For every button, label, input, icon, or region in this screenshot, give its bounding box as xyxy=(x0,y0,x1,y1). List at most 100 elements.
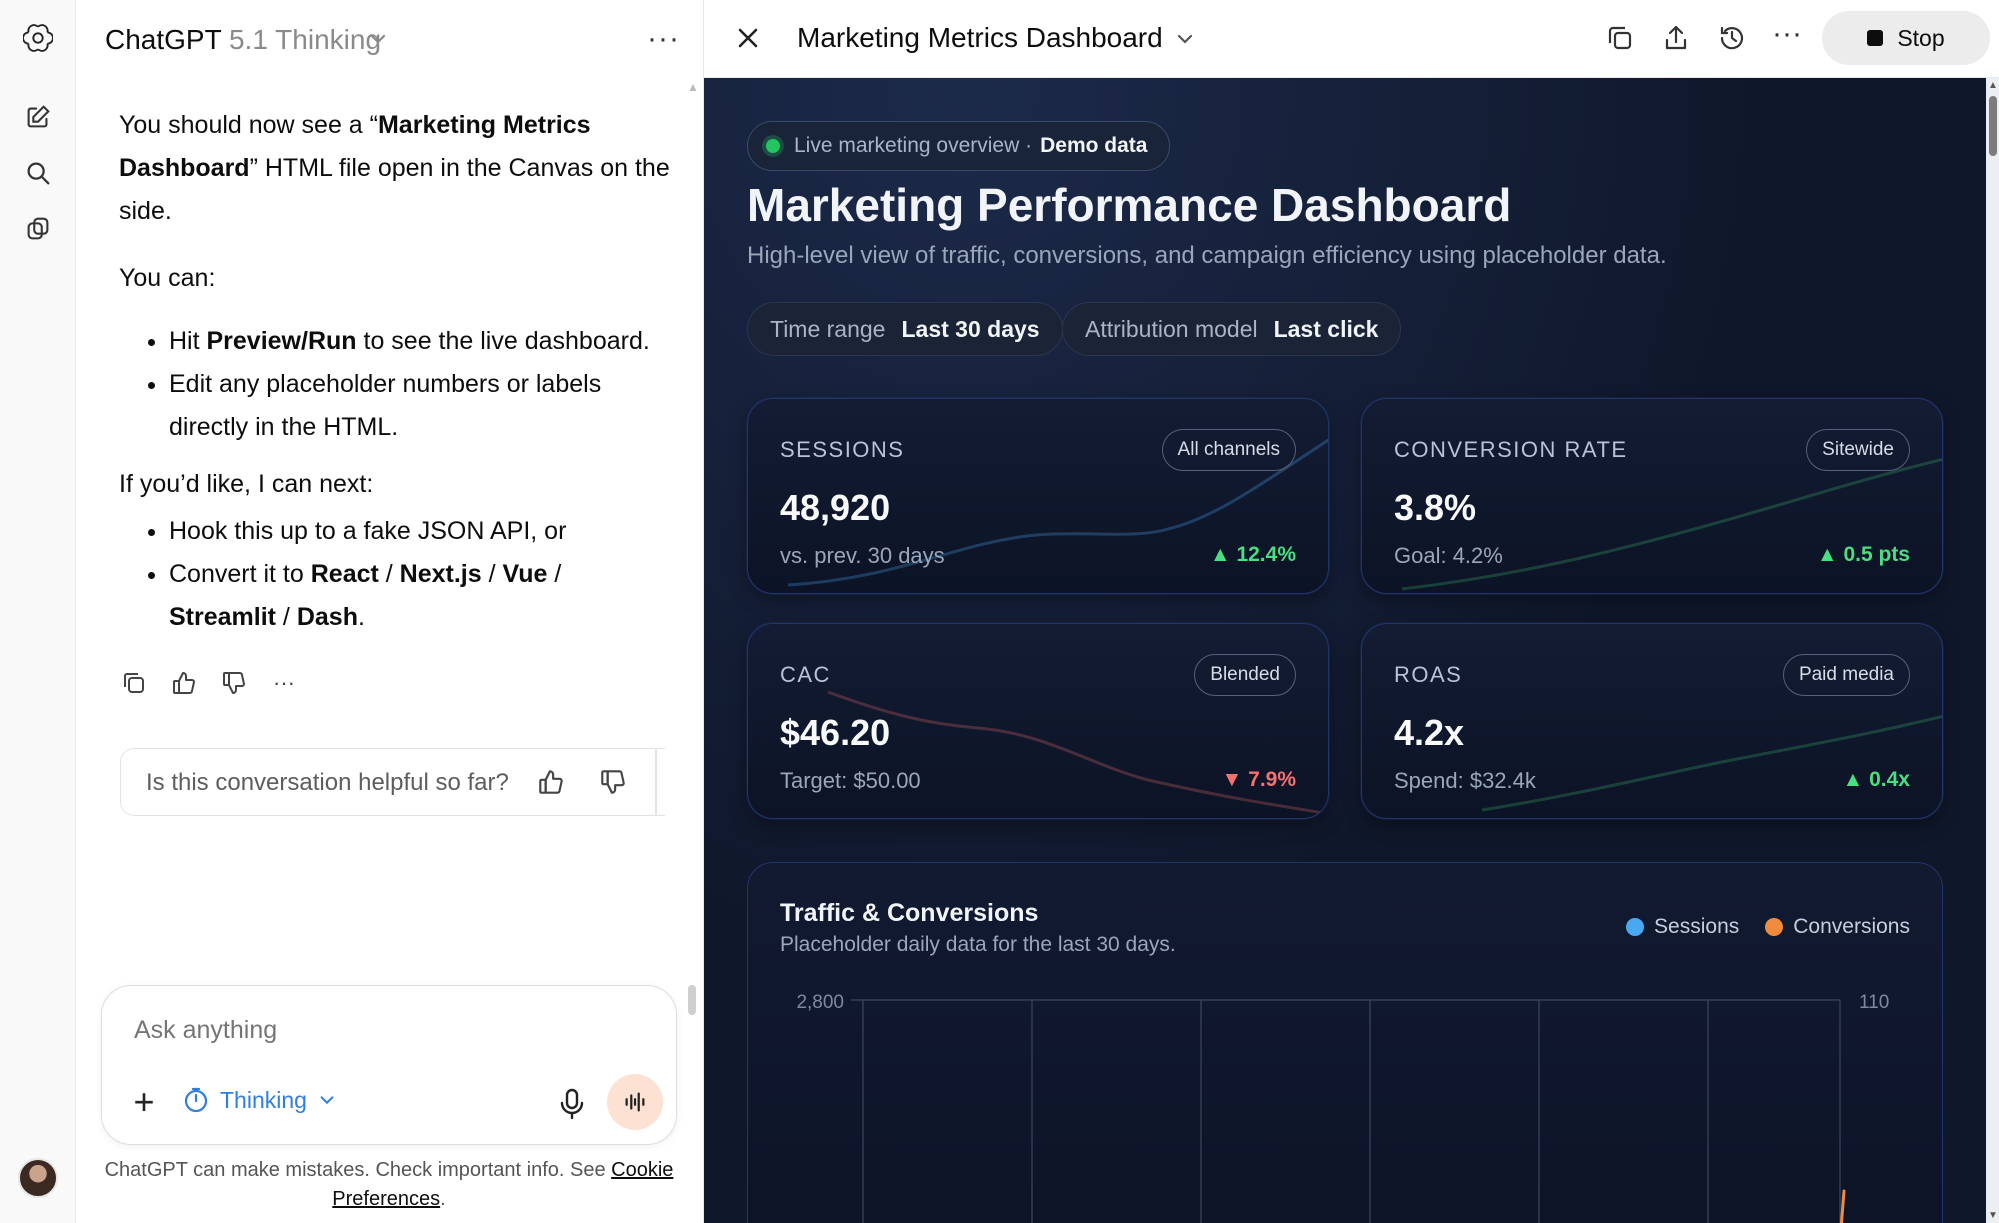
chart-plot: 2,800 110 xyxy=(796,992,1889,1223)
scroll-thumb[interactable] xyxy=(1989,96,1997,156)
traffic-conversions-chart: 2,800 110 Traffic & Conversions Placehol… xyxy=(747,862,1943,1223)
sparkline xyxy=(1401,457,1942,591)
live-status-dot xyxy=(766,139,780,153)
stop-label: Stop xyxy=(1897,24,1945,51)
feedback-prompt: Is this conversation helpful so far? xyxy=(120,748,665,816)
attribution-model-filter[interactable]: Attribution model Last click xyxy=(1062,302,1402,356)
feedback-question: Is this conversation helpful so far? xyxy=(146,769,509,796)
chevron-down-icon xyxy=(320,1096,334,1105)
y-right-tick: 110 xyxy=(1859,992,1889,1013)
next-text: If you’d like, I can next: xyxy=(119,470,374,498)
card-label: SESSIONS xyxy=(780,437,905,462)
share-icon[interactable] xyxy=(1660,22,1692,54)
model-selector[interactable]: ChatGPT 5.1 Thinking xyxy=(105,24,381,56)
sparkline xyxy=(787,438,1328,587)
copy-icon[interactable] xyxy=(1604,22,1636,54)
live-status-pill: Live marketing overview · Demo data xyxy=(747,121,1171,171)
chevron-down-icon[interactable] xyxy=(1174,28,1196,50)
canvas-title[interactable]: Marketing Metrics Dashboard xyxy=(797,22,1163,53)
list-item: Hook this up to a fake JSON API, or xyxy=(169,510,674,553)
intro-paragraph: You should now see a “Marketing Metrics … xyxy=(119,111,670,225)
cookie-preferences-link[interactable]: Cookie Preferences xyxy=(332,1159,674,1210)
chat-scroll-up-arrow[interactable]: ▲ xyxy=(687,80,699,94)
card-value: 3.8% xyxy=(1394,487,1477,528)
chevron-down-icon[interactable] xyxy=(367,28,389,50)
canvas-header: Marketing Metrics Dashboard ··· Stop xyxy=(704,0,1999,78)
conversions-line-fragment xyxy=(1839,1189,1846,1223)
history-icon[interactable] xyxy=(1716,22,1748,54)
card-tag: Blended xyxy=(1194,654,1296,696)
list-item: Convert it to React / Next.js / Vue / St… xyxy=(169,553,674,639)
more-options-icon[interactable]: ··· xyxy=(1772,17,1802,50)
sparkline xyxy=(1481,714,1942,812)
kpi-card-cac: CAC Blended $46.20 Target: $50.00 ▼ 7.9% xyxy=(747,623,1329,819)
voice-waveform-icon xyxy=(625,1092,645,1112)
legend-swatch xyxy=(1626,918,1645,936)
chart-legend: Sessions Conversions xyxy=(1626,915,1910,939)
filter-value: Last click xyxy=(1273,315,1379,342)
search-icon[interactable] xyxy=(20,155,56,191)
stop-icon xyxy=(1867,30,1884,46)
dashboard-subtitle: High-level view of traffic, conversions,… xyxy=(747,242,1667,269)
chat-header: ChatGPT 5.1 Thinking ··· xyxy=(77,0,703,78)
chart-subtitle: Placeholder daily data for the last 30 d… xyxy=(780,933,1176,956)
assistant-message: You should now see a “Marketing Metrics … xyxy=(119,104,674,663)
card-label: CONVERSION RATE xyxy=(1394,437,1628,462)
thumbs-up-icon[interactable] xyxy=(169,668,199,698)
gpts-icon[interactable] xyxy=(20,211,56,247)
chart-title: Traffic & Conversions xyxy=(780,899,1039,927)
card-delta: ▲ 12.4% xyxy=(1209,543,1296,566)
model-version: 5.1 Thinking xyxy=(228,24,382,55)
legend-item-conversions: Conversions xyxy=(1765,915,1910,939)
dashboard-scrollbar[interactable]: ▲ ▼ xyxy=(1986,78,1999,1223)
canvas-panel: Marketing Metrics Dashboard ··· Stop Liv… xyxy=(703,0,1999,1223)
message-input[interactable] xyxy=(134,1016,634,1045)
more-actions-icon[interactable]: ··· xyxy=(273,670,295,695)
message-actions: ··· xyxy=(119,668,299,698)
time-range-filter[interactable]: Time range Last 30 days xyxy=(747,302,1063,356)
chat-scrollbar[interactable] xyxy=(688,985,696,1015)
card-value: 48,920 xyxy=(780,487,891,528)
options-list: Hit Preview/Run to see the live dashboar… xyxy=(119,320,674,449)
feedback-thumbs-down-icon[interactable] xyxy=(598,767,628,797)
dashboard-title: Marketing Performance Dashboard xyxy=(747,179,1512,231)
card-delta: ▼ 7.9% xyxy=(1221,768,1296,791)
openai-logo-icon[interactable] xyxy=(20,20,56,56)
kpi-card-sessions: SESSIONS All channels 48,920 vs. prev. 3… xyxy=(747,398,1329,594)
add-attachment-icon[interactable]: + xyxy=(133,1081,155,1122)
copy-icon[interactable] xyxy=(119,668,149,698)
kpi-card-conversion-rate: CONVERSION RATE Sitewide 3.8% Goal: 4.2%… xyxy=(1361,398,1943,594)
chat-more-button[interactable]: ··· xyxy=(647,22,680,55)
dashboard-preview: Live marketing overview · Demo data Mark… xyxy=(704,78,1999,1223)
avatar[interactable] xyxy=(18,1158,58,1198)
filter-key: Time range xyxy=(770,315,886,342)
divider xyxy=(655,748,657,816)
list-item: Edit any placeholder numbers or labels d… xyxy=(169,363,674,449)
disclaimer: ChatGPT can make mistakes. Check importa… xyxy=(104,1159,674,1210)
thumbs-down-icon[interactable] xyxy=(219,668,249,698)
legend-label: Conversions xyxy=(1793,915,1910,938)
card-compare: vs. prev. 30 days xyxy=(780,543,945,568)
feedback-thumbs-up-icon[interactable] xyxy=(536,767,566,797)
close-icon[interactable] xyxy=(732,22,764,54)
voice-mode-button[interactable] xyxy=(607,1074,663,1130)
microphone-icon[interactable] xyxy=(554,1086,590,1122)
legend-swatch xyxy=(1765,918,1784,936)
kpi-card-roas: ROAS Paid media 4.2x Spend: $32.4k ▲ 0.4… xyxy=(1361,623,1943,819)
model-name: ChatGPT xyxy=(105,24,222,55)
thinking-mode-label: Thinking xyxy=(220,1086,307,1113)
card-delta: ▲ 0.4x xyxy=(1842,768,1911,791)
timer-icon xyxy=(184,1087,208,1113)
scroll-down-arrow[interactable]: ▼ xyxy=(1988,1210,1998,1221)
chat-panel: ChatGPT 5.1 Thinking ··· ▲ You should no… xyxy=(77,0,703,1223)
pill-bold: Demo data xyxy=(1040,134,1148,157)
card-label: CAC xyxy=(780,662,831,687)
list-item: Hit Preview/Run to see the live dashboar… xyxy=(169,320,674,363)
card-compare: Target: $50.00 xyxy=(780,768,921,793)
thinking-mode-button[interactable]: Thinking xyxy=(182,1086,337,1114)
next-list: Hook this up to a fake JSON API, or Conv… xyxy=(119,510,674,639)
scroll-up-arrow[interactable]: ▲ xyxy=(1988,80,1998,91)
new-chat-icon[interactable] xyxy=(20,99,56,135)
stop-button[interactable]: Stop xyxy=(1822,11,1990,65)
card-value: $46.20 xyxy=(780,712,891,753)
